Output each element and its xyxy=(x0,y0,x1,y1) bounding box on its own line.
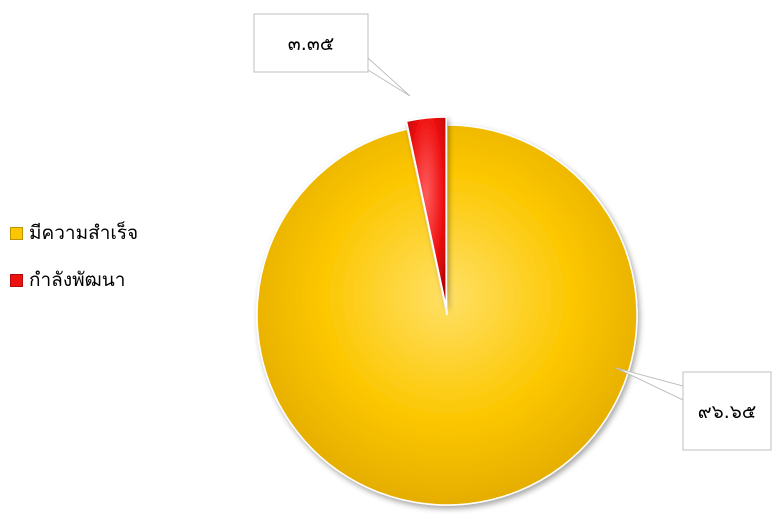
pie-slice-developing xyxy=(405,116,447,308)
data-label-success: ๙๖.๖๕ xyxy=(698,401,756,423)
legend-label-success: มีความสำเร็จ xyxy=(29,221,139,244)
callout-success: ๙๖.๖๕ xyxy=(615,367,772,451)
chart-legend: มีความสำเร็จ กำลังพัฒนา xyxy=(10,218,138,312)
legend-swatch-success xyxy=(10,226,23,240)
callout-developing: ๓.๓๕ xyxy=(253,13,411,97)
callout-box xyxy=(253,13,369,73)
pie-slice-success xyxy=(256,124,638,506)
callout-leader xyxy=(615,367,684,401)
legend-label-developing: กำลังพัฒนา xyxy=(29,268,126,291)
callout-leader xyxy=(367,56,411,97)
data-label-developing: ๓.๓๕ xyxy=(288,33,334,55)
legend-swatch-developing xyxy=(10,273,23,287)
legend-item-developing: กำลังพัฒนา xyxy=(10,265,138,295)
callout-box xyxy=(682,371,772,451)
legend-item-success: มีความสำเร็จ xyxy=(10,218,138,248)
